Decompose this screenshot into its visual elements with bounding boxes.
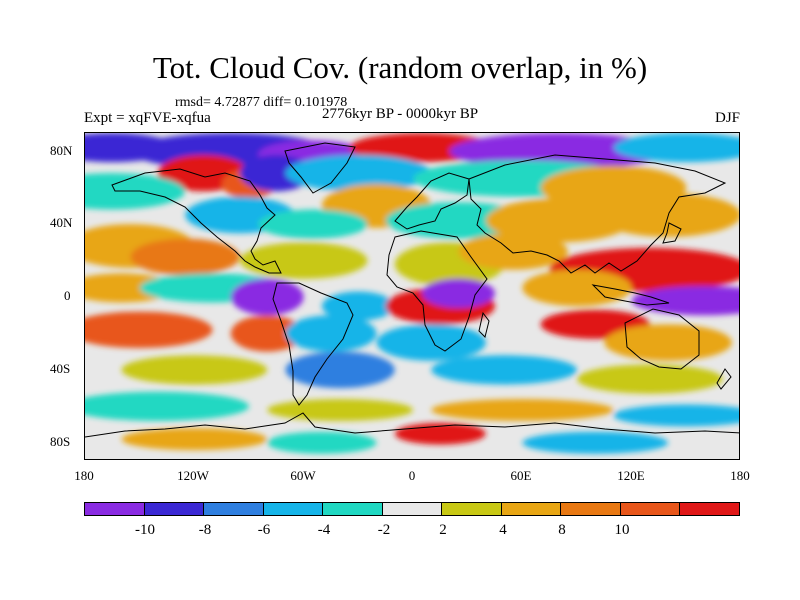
anomaly-region <box>449 133 669 170</box>
anomaly-region <box>285 315 377 352</box>
x-tick-120w: 120W <box>177 468 209 483</box>
y-tick-40n: 40N <box>50 215 73 230</box>
anomaly-region <box>485 198 632 243</box>
coastline-new-zealand <box>716 368 732 390</box>
anomaly-region <box>458 233 568 270</box>
anomaly-region <box>604 324 732 361</box>
anomaly-region <box>422 278 495 308</box>
anomaly-region <box>285 154 432 192</box>
y-tick-80n: 80N <box>50 143 73 158</box>
anomaly-region <box>258 209 368 239</box>
colorbar-segment <box>85 503 145 515</box>
colorbar-label: -6 <box>257 522 271 538</box>
anomaly-region <box>613 133 739 163</box>
anomaly-region <box>85 391 249 421</box>
colorbar-label: 4 <box>499 522 507 538</box>
colorbar-label: -2 <box>377 522 391 538</box>
map-title: Tot. Cloud Cov. (random overlap, in %) <box>152 50 648 85</box>
coastline-greenland <box>284 142 356 194</box>
coastline-africa <box>386 230 488 352</box>
colorbar-label: 8 <box>558 522 566 538</box>
coastline-europe <box>394 172 470 230</box>
colorbar-label: -10 <box>135 522 155 538</box>
anomaly-map <box>85 133 739 459</box>
coastline-south-america <box>272 282 354 406</box>
anomaly-region <box>431 399 614 421</box>
coastlines <box>85 142 739 438</box>
coastline-japan <box>662 222 682 244</box>
x-tick-60e: 60E <box>510 468 532 483</box>
anomaly-region <box>121 355 268 385</box>
anomaly-region <box>121 428 268 451</box>
colorbar-label: 10 <box>614 522 630 538</box>
anomaly-region <box>522 269 632 307</box>
season-label: DJF <box>714 110 740 126</box>
anomaly-region <box>577 364 723 394</box>
anomaly-region <box>230 315 304 352</box>
anomaly-region <box>376 324 486 361</box>
anomaly-region <box>431 355 577 385</box>
anomaly-region <box>267 399 413 421</box>
anomaly-region <box>267 431 377 454</box>
colorbar-segment <box>204 503 264 515</box>
colorbar-segment <box>263 503 324 515</box>
anomaly-region <box>239 242 368 279</box>
anomaly-region <box>285 351 395 389</box>
anomaly-region <box>130 238 240 276</box>
coastline-indonesia <box>591 284 670 306</box>
stats-label: rmsd= 4.72877 diff= 0.101978 <box>175 95 348 110</box>
colorbar-segment <box>144 503 205 515</box>
anomaly-region <box>85 311 213 349</box>
x-tick-0: 0 <box>408 468 416 483</box>
experiment-label: Expt = xqFVE-xqfua <box>84 110 211 126</box>
colorbar-segment <box>501 503 562 515</box>
y-tick-40s: 40S <box>50 361 71 376</box>
x-tick-180e: 180 <box>730 468 750 483</box>
colorbar-label: 2 <box>439 522 447 538</box>
anomaly-field <box>85 133 739 454</box>
map-plot-area <box>84 132 740 460</box>
x-tick-120e: 120E <box>617 468 645 483</box>
anomaly-region <box>522 431 669 454</box>
y-tick-80s: 80S <box>50 434 71 449</box>
anomaly-region <box>613 404 739 427</box>
colorbar <box>84 502 740 516</box>
anomaly-region <box>239 154 313 192</box>
period-label: 2776kyr BP - 0000kyr BP <box>322 106 479 122</box>
anomaly-region <box>230 278 304 316</box>
colorbar-label: -4 <box>317 522 331 538</box>
colorbar-segment <box>620 503 681 515</box>
anomaly-region <box>321 291 395 321</box>
colorbar-segment <box>561 503 621 515</box>
anomaly-region <box>631 286 739 316</box>
x-tick-180w: 180 <box>74 468 94 483</box>
colorbar-segment <box>680 503 740 515</box>
coastline-australia <box>624 308 700 370</box>
anomaly-region <box>595 193 739 237</box>
colorbar-segment <box>382 503 443 515</box>
coastline-north-america <box>111 168 282 274</box>
coastline-asia <box>468 154 727 274</box>
colorbar-label: -8 <box>198 522 212 538</box>
coastline-antarctica <box>85 412 739 438</box>
y-tick-equator: 0 <box>64 288 71 303</box>
x-tick-60w: 60W <box>290 468 316 483</box>
coastline-madagascar <box>478 311 490 338</box>
colorbar-segment <box>442 503 502 515</box>
colorbar-segment <box>323 503 383 515</box>
